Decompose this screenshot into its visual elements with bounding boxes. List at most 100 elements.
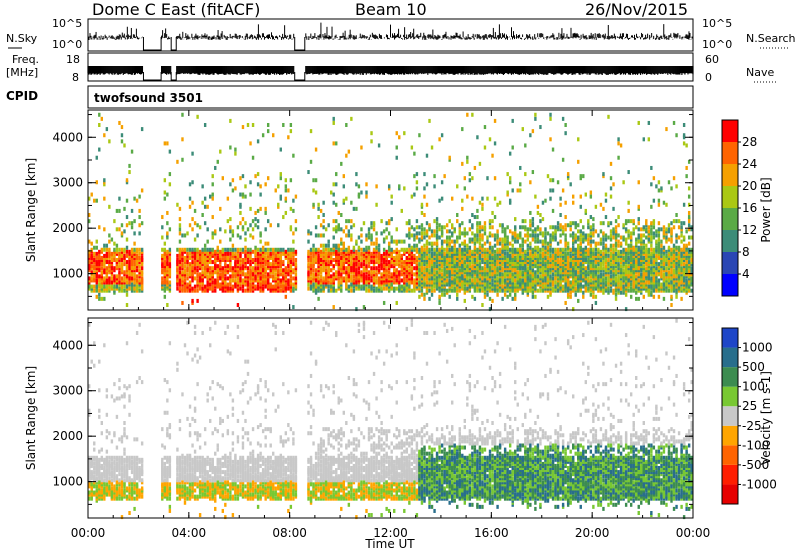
echo-cell (387, 241, 391, 246)
echo-cell (456, 219, 459, 224)
echo-cell (287, 255, 290, 260)
echo-cell (408, 260, 411, 265)
echo-cell (423, 260, 426, 265)
echo-cell (458, 284, 461, 289)
echo-cell (546, 288, 550, 293)
echo-cell (382, 251, 386, 256)
echo-cell (93, 270, 96, 275)
echo-cell (319, 268, 323, 273)
echo-cell (423, 251, 426, 256)
echo-cell (491, 288, 494, 293)
echo-cell (403, 268, 406, 273)
echo-cell (486, 270, 489, 275)
freq-tick-low: 8 (72, 71, 79, 84)
echo-cell (345, 278, 348, 283)
echo-cell (493, 118, 497, 123)
echo-cell (307, 264, 310, 269)
echo-cell (176, 280, 179, 285)
echo-cell (476, 276, 479, 281)
echo-cell (377, 260, 381, 265)
echo-cell (508, 260, 512, 265)
echo-cell (539, 249, 542, 254)
echo-cell (526, 270, 530, 275)
echo-cell (405, 233, 409, 238)
echo-cell (534, 235, 537, 240)
echo-cell (209, 272, 212, 277)
echo-cell (496, 278, 499, 283)
echo-cell (546, 276, 550, 281)
echo-cell (261, 282, 265, 287)
echo-cell (108, 266, 111, 271)
echo-cell (443, 284, 446, 289)
echo-cell (415, 272, 419, 277)
echo-cell (234, 186, 237, 191)
echo-cell (279, 268, 282, 273)
echo-cell (115, 278, 119, 283)
echo-cell (221, 284, 225, 289)
echo-cell (521, 272, 524, 277)
echo-cell (511, 274, 514, 279)
echo-cell (410, 225, 414, 230)
echo-cell (541, 260, 545, 265)
echo-cell (309, 266, 313, 271)
echo-cell (103, 243, 106, 248)
echo-cell (277, 249, 280, 254)
echo-cell (398, 253, 401, 258)
echo-cell (423, 296, 426, 301)
echo-cell (259, 206, 262, 211)
echo-cell (393, 280, 396, 285)
station-title: Dome C East (fitACF) (92, 0, 260, 19)
echo-cell (322, 213, 325, 217)
echo-cell (88, 253, 91, 258)
echo-cell (508, 264, 512, 269)
echo-cell (287, 270, 290, 275)
echo-cell (123, 272, 126, 277)
echo-cell (256, 255, 260, 260)
echo-cell (216, 251, 219, 256)
echo-cell (501, 237, 504, 242)
echo-cell (188, 274, 192, 279)
echo-cell (123, 278, 126, 283)
echo-cell (423, 262, 426, 267)
echo-cell (466, 274, 469, 279)
echo-cell (435, 274, 439, 279)
echo-cell (390, 247, 393, 252)
echo-cell (458, 280, 461, 285)
echo-cell (466, 231, 469, 236)
echo-cell (138, 251, 141, 256)
echo-cell (395, 262, 398, 267)
echo-cell (128, 270, 131, 275)
echo-cell (549, 268, 552, 273)
echo-cell (534, 255, 537, 260)
echo-cell (382, 278, 386, 283)
echo-cell (420, 272, 424, 277)
echo-cell (519, 255, 522, 260)
echo-cell (420, 223, 424, 228)
echo-cell (481, 266, 484, 271)
echo-cell (193, 260, 197, 265)
echo-cell (430, 292, 434, 297)
echo-cell (108, 268, 111, 273)
echo-cell (375, 184, 378, 189)
echo-cell (551, 288, 555, 293)
echo-cell (330, 262, 333, 267)
echo-cell (506, 288, 509, 293)
echo-cell (279, 194, 282, 199)
echo-cell (471, 280, 474, 285)
echo-cell (476, 223, 479, 228)
echo-cell (284, 270, 288, 275)
echo-cell (282, 276, 285, 281)
echo-cell (486, 288, 489, 293)
echo-cell (498, 251, 502, 256)
echo-cell (279, 262, 282, 267)
echo-cell (539, 280, 542, 285)
echo-cell (140, 280, 144, 285)
echo-cell (549, 288, 552, 293)
echo-cell (541, 247, 545, 252)
echo-cell (445, 288, 449, 293)
echo-cell (241, 174, 245, 179)
echo-cell (493, 215, 497, 220)
echo-cell (214, 278, 217, 283)
echo-cell (340, 241, 343, 246)
echo-cell (521, 280, 524, 285)
